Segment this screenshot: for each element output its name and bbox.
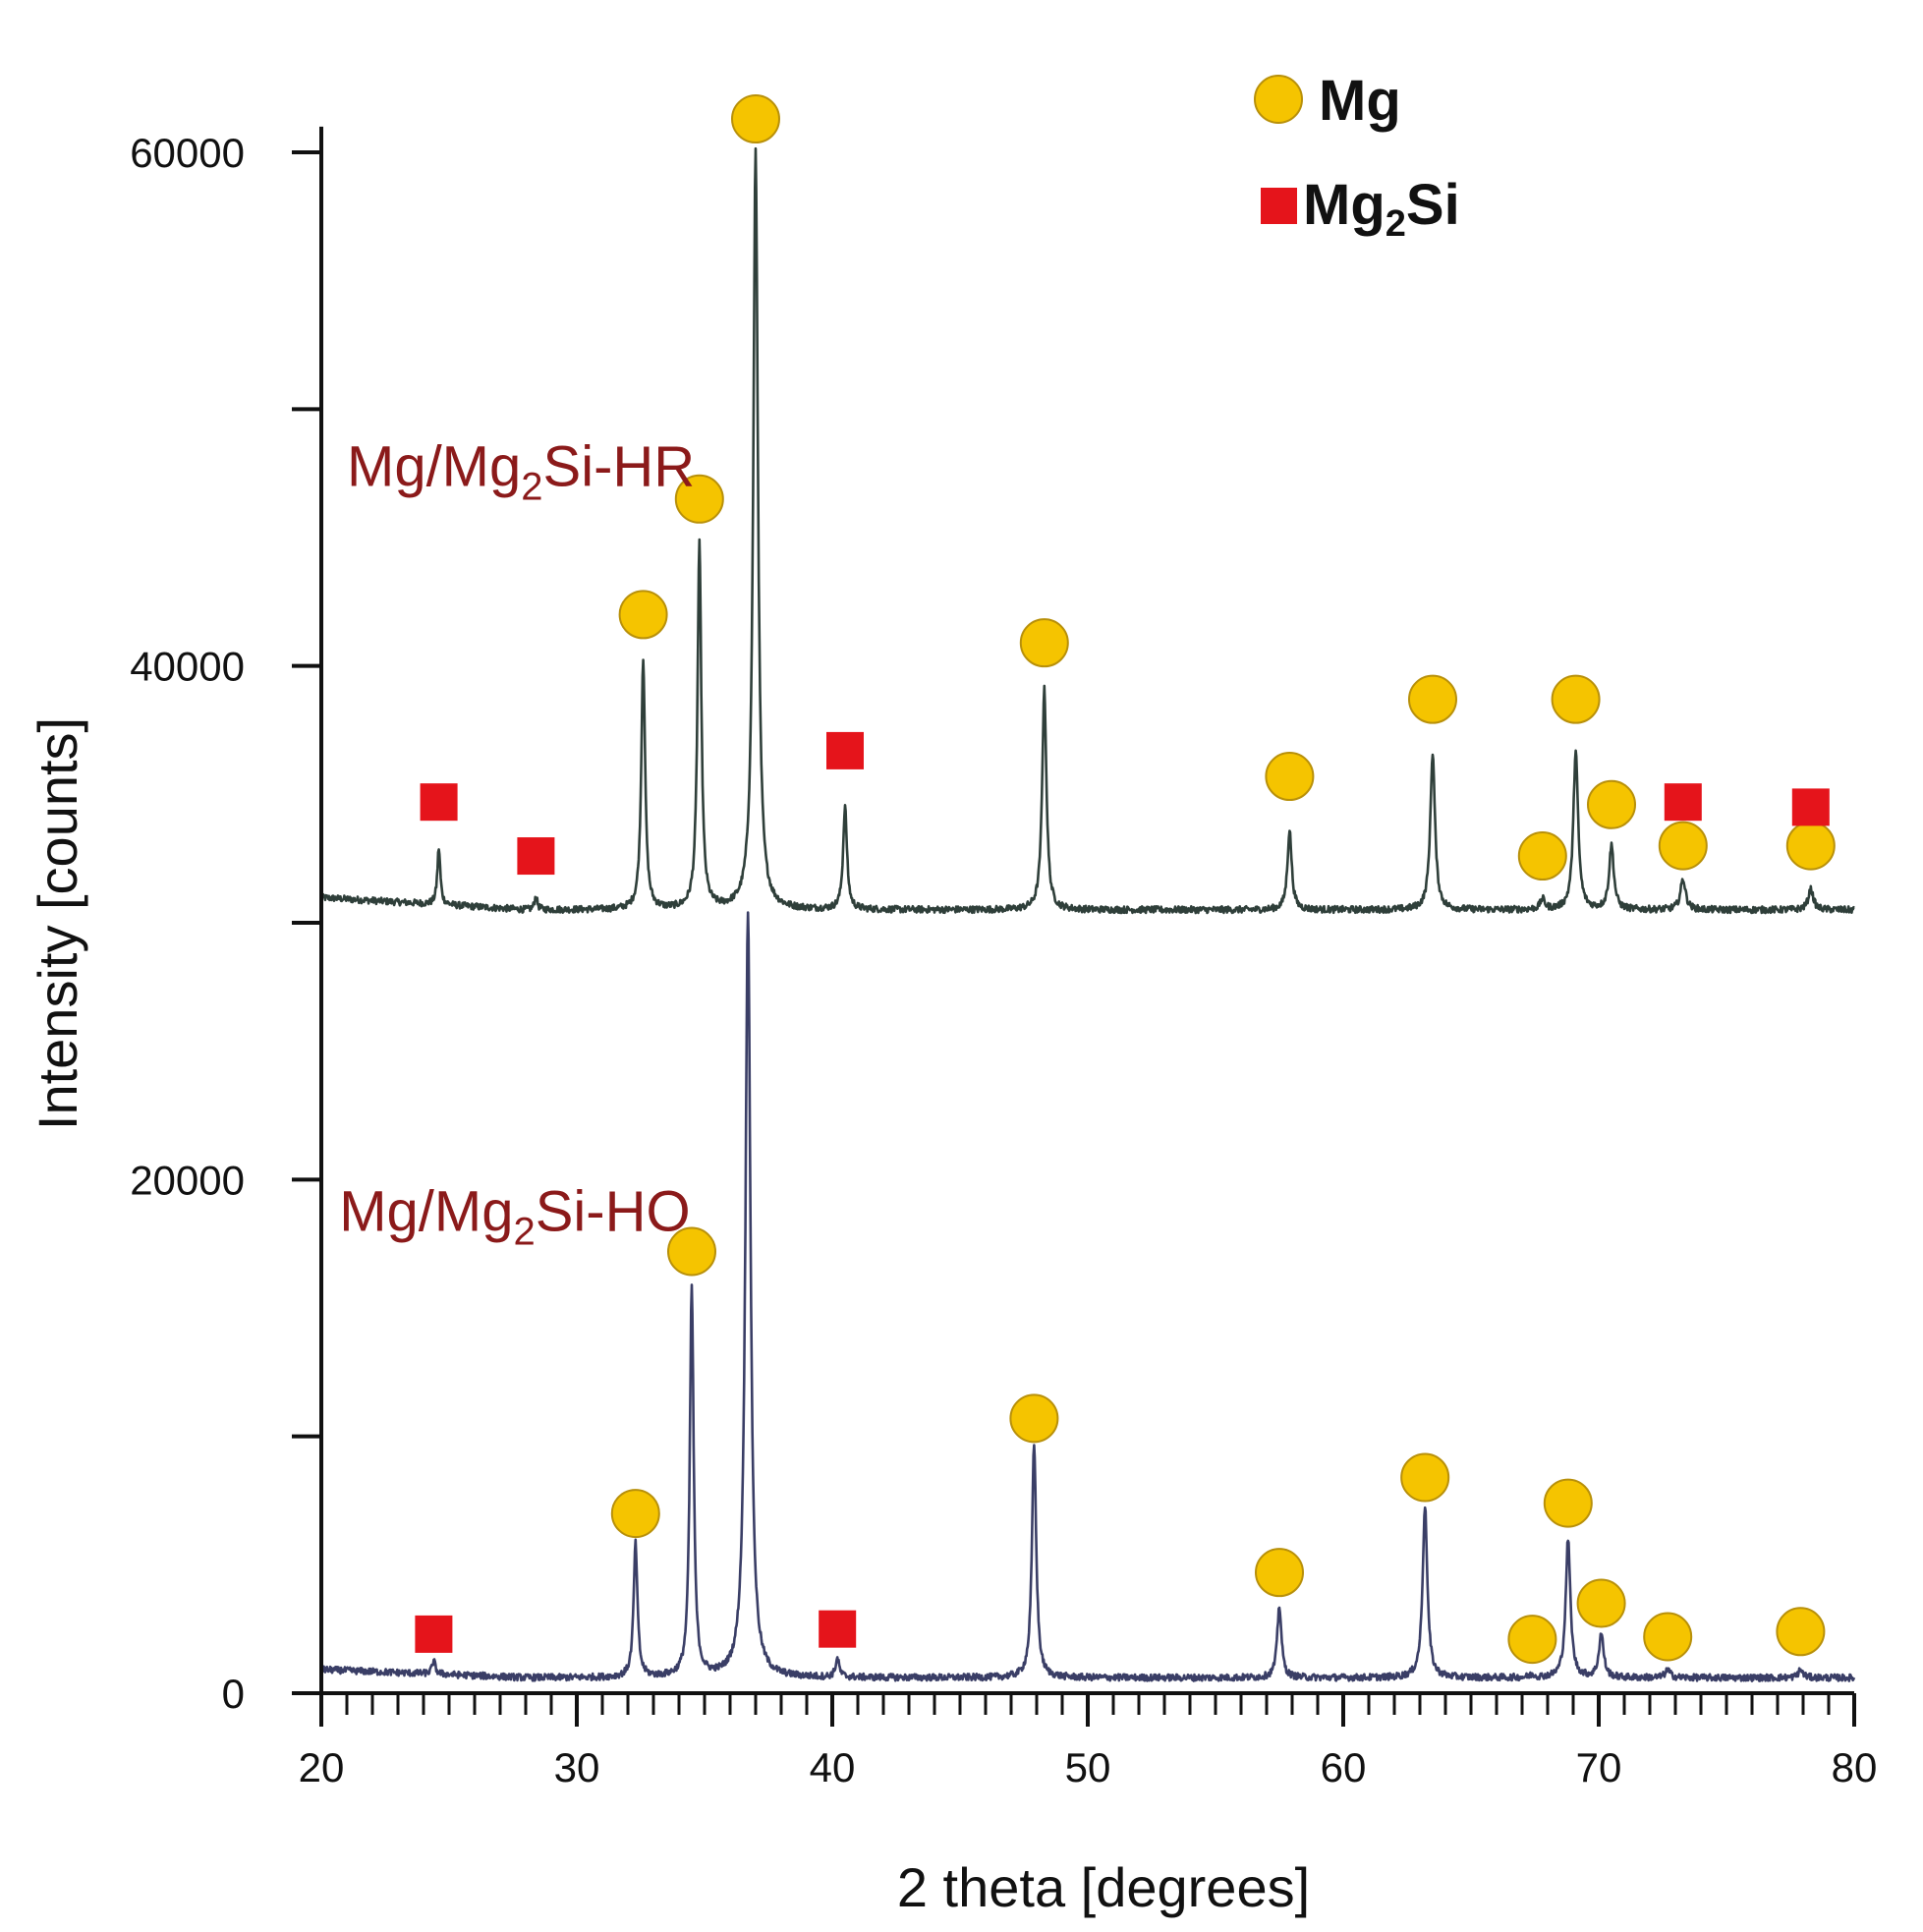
sample-label-ho: Mg/Mg2Si-HO: [339, 1180, 690, 1254]
series-line-hr: [319, 146, 1855, 915]
mg-peak-marker: [1019, 618, 1069, 668]
mg-peak-marker: [731, 94, 780, 144]
mg-peak-marker: [1400, 1452, 1450, 1503]
legend-mg-label: Mg: [1319, 69, 1401, 133]
mg-peak-marker: [674, 474, 724, 524]
mg2si-peak-marker: [1791, 788, 1830, 826]
x-tick-label: 30: [554, 1744, 600, 1790]
x-tick-label: 70: [1576, 1744, 1622, 1790]
series-line-ho: [320, 911, 1856, 1682]
mg-peak-marker: [1408, 674, 1457, 724]
sample-label-main: Mg/Mg: [339, 1180, 513, 1244]
phase-markers: [415, 94, 1836, 1665]
y-tick-label: 0: [222, 1671, 245, 1717]
legend-mg2si-sub: 2: [1386, 203, 1406, 245]
mg-peak-marker: [667, 1226, 716, 1277]
mg-peak-marker: [1255, 1548, 1304, 1598]
mg-peak-marker: [1517, 831, 1567, 881]
x-tick-label: 80: [1832, 1744, 1878, 1790]
mg-peak-marker: [1009, 1393, 1059, 1444]
sample-label-sub: 2: [513, 1211, 535, 1254]
mg-peak-marker: [618, 590, 668, 640]
mg-peak-marker: [1265, 752, 1315, 802]
mg-peak-marker: [1543, 1478, 1593, 1528]
mg2si-peak-marker: [517, 837, 555, 876]
mg2si-peak-marker: [415, 1615, 453, 1653]
sample-label-main: Mg/Mg: [347, 435, 521, 499]
mg-peak-marker: [1658, 821, 1708, 871]
x-tick-label: 60: [1321, 1744, 1367, 1790]
x-axis-title: 2 theta [degrees]: [897, 1856, 1310, 1918]
x-tick-label: 20: [299, 1744, 345, 1790]
legend-mg-circle: [1254, 75, 1303, 124]
series-layer: [319, 146, 1856, 1682]
sample-label-tail: Si-HR: [543, 435, 696, 499]
mg-peak-marker: [1776, 1607, 1826, 1657]
y-tick-label: 20000: [130, 1157, 245, 1203]
mg-peak-marker: [1551, 674, 1601, 724]
y-axis-title: Intensity [counts]: [27, 717, 88, 1130]
mg-peak-marker: [1587, 779, 1636, 829]
legend-mg2si-main: Mg: [1303, 173, 1386, 237]
legend-mg2si-tail: Si: [1406, 173, 1460, 237]
x-tick-label: 40: [810, 1744, 856, 1790]
axes: 20 30 40 50 60 70 80 0 20000 40000 60000: [130, 126, 1878, 1790]
mg2si-peak-marker: [420, 783, 458, 822]
legend-mg2si-square: [1261, 188, 1297, 224]
mg-peak-marker: [610, 1489, 660, 1539]
mg2si-peak-marker: [1664, 783, 1702, 822]
mg-peak-marker: [1576, 1578, 1626, 1628]
mg2si-peak-marker: [819, 1610, 857, 1648]
sample-label-sub: 2: [521, 466, 542, 509]
y-tick-label: 40000: [130, 644, 245, 690]
mg-peak-marker: [1643, 1612, 1693, 1662]
sample-label-hr: Mg/Mg2Si-HR: [347, 435, 695, 509]
mg-peak-marker: [1507, 1615, 1557, 1665]
mg-peak-marker: [1785, 821, 1836, 871]
mg2si-peak-marker: [826, 731, 864, 769]
legend: Mg Mg2Si: [1254, 69, 1460, 245]
legend-mg2si-label: Mg2Si: [1303, 173, 1460, 245]
sample-label-tail: Si-HO: [536, 1180, 691, 1244]
y-tick-label: 60000: [130, 130, 245, 176]
x-tick-label: 50: [1065, 1744, 1111, 1790]
